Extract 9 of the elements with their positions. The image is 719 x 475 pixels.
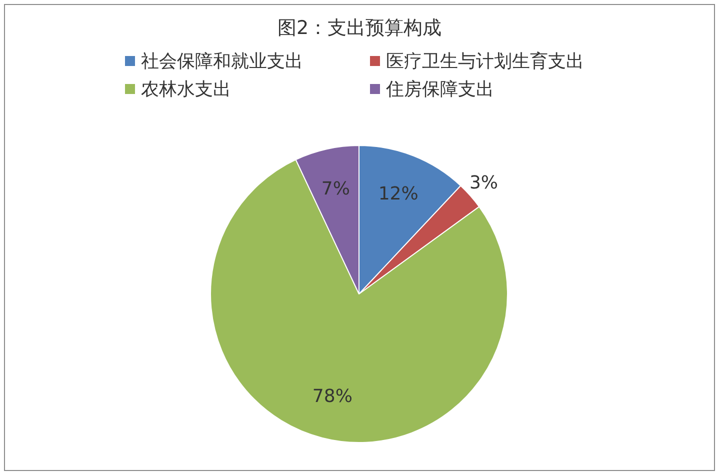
legend-label: 社会保障和就业支出 <box>140 50 304 73</box>
data-label: 12% <box>378 183 418 204</box>
legend-label: 医疗卫生与计划生育支出 <box>385 50 585 73</box>
legend-label: 农林水支出 <box>140 78 232 101</box>
data-label: 78% <box>312 386 352 408</box>
chart-title: 图2：支出预算构成 <box>276 16 443 41</box>
data-label: 7% <box>321 178 350 200</box>
legend-label: 住房保障支出 <box>385 78 495 101</box>
data-label: 3% <box>469 172 498 194</box>
